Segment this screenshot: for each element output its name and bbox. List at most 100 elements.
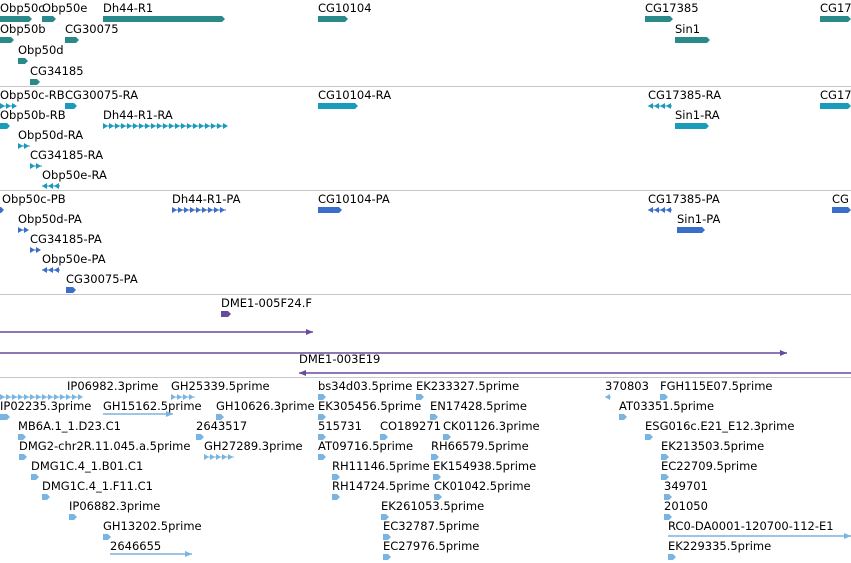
feature-glyph[interactable] xyxy=(103,411,173,417)
feature-glyph[interactable] xyxy=(221,311,231,317)
feature-label[interactable]: DMG1C.4_1.B01.C1 xyxy=(31,459,144,473)
feature-label[interactable]: ESG016c.E21_E12.3prime xyxy=(645,419,795,433)
feature-label[interactable]: Dh44-R1-RA xyxy=(103,108,173,122)
feature-label[interactable]: EK261053.5prime xyxy=(381,499,485,513)
feature-glyph[interactable] xyxy=(0,103,17,109)
feature-glyph[interactable] xyxy=(664,494,672,500)
feature-glyph[interactable] xyxy=(668,554,676,560)
feature-label[interactable]: Sin1 xyxy=(675,22,701,36)
feature-label[interactable]: AT03351.5prime xyxy=(619,399,715,413)
feature-label[interactable]: FGH115E07.5prime xyxy=(660,379,773,393)
feature-glyph[interactable] xyxy=(661,454,669,460)
feature-label[interactable]: EC32787.5prime xyxy=(383,519,480,533)
feature-glyph[interactable] xyxy=(645,434,653,440)
feature-label[interactable]: CG17 xyxy=(820,88,851,102)
feature-label[interactable]: CG17385-RA xyxy=(648,88,722,102)
feature-glyph[interactable] xyxy=(103,534,111,540)
feature-label[interactable]: AT09716.5prime xyxy=(318,439,414,453)
feature-glyph[interactable] xyxy=(648,207,672,213)
feature-label[interactable]: Obp50e-PA xyxy=(42,252,106,266)
feature-label[interactable]: CG17 xyxy=(820,1,851,15)
feature-label[interactable]: EC27976.5prime xyxy=(383,539,480,553)
feature-glyph[interactable] xyxy=(69,514,77,520)
feature-label[interactable]: 201050 xyxy=(664,499,708,513)
feature-glyph[interactable] xyxy=(42,494,50,500)
feature-label[interactable]: CG10104-RA xyxy=(318,88,392,102)
feature-glyph[interactable] xyxy=(430,414,438,420)
feature-label[interactable]: CK01042.5prime xyxy=(434,479,531,493)
feature-label[interactable]: 2643517 xyxy=(196,419,248,433)
feature-glyph[interactable] xyxy=(318,103,358,109)
feature-label[interactable]: CG34185 xyxy=(30,64,84,78)
feature-label[interactable]: CG17385-PA xyxy=(648,192,720,206)
feature-glyph[interactable] xyxy=(299,370,851,376)
feature-glyph[interactable] xyxy=(318,414,326,420)
feature-glyph[interactable] xyxy=(619,414,627,420)
feature-glyph[interactable] xyxy=(443,434,451,440)
feature-glyph[interactable] xyxy=(0,329,313,335)
feature-glyph[interactable] xyxy=(318,454,326,460)
feature-glyph[interactable] xyxy=(31,474,39,480)
feature-label[interactable]: CG10104-PA xyxy=(318,192,390,206)
feature-label[interactable]: Dh44-R1 xyxy=(103,1,154,15)
feature-glyph[interactable] xyxy=(216,414,224,420)
feature-label[interactable]: Sin1-RA xyxy=(675,108,720,122)
feature-label[interactable]: EK154938.5prime xyxy=(433,459,537,473)
feature-label[interactable]: CG xyxy=(832,192,849,206)
feature-label[interactable]: EK229335.5prime xyxy=(668,539,772,553)
feature-label[interactable]: CG17385 xyxy=(645,1,699,15)
feature-label[interactable]: GH25339.5prime xyxy=(171,379,270,393)
feature-label[interactable]: Dh44-R1-PA xyxy=(172,192,241,206)
feature-label[interactable]: DMG1C.4_1.F11.C1 xyxy=(42,479,153,493)
feature-glyph[interactable] xyxy=(318,16,348,22)
feature-glyph[interactable] xyxy=(171,394,195,400)
feature-label[interactable]: CG30075-PA xyxy=(66,272,138,286)
feature-label[interactable]: 370803 xyxy=(605,379,649,393)
feature-glyph[interactable] xyxy=(66,287,76,293)
feature-label[interactable]: CG30075 xyxy=(65,22,119,36)
feature-glyph[interactable] xyxy=(0,16,32,22)
feature-label[interactable]: IP06982.3prime xyxy=(67,379,159,393)
feature-glyph[interactable] xyxy=(383,534,391,540)
feature-glyph[interactable] xyxy=(832,207,851,213)
feature-label[interactable]: RH66579.5prime xyxy=(431,439,529,453)
feature-glyph[interactable] xyxy=(0,37,14,43)
feature-glyph[interactable] xyxy=(664,514,672,520)
feature-glyph[interactable] xyxy=(645,16,673,22)
feature-glyph[interactable] xyxy=(820,16,851,22)
feature-label[interactable]: CG30075-RA xyxy=(65,88,139,102)
feature-label[interactable]: Obp50b-RB xyxy=(0,108,66,122)
feature-label[interactable]: Obp50e xyxy=(42,1,88,15)
feature-glyph[interactable] xyxy=(18,143,30,149)
feature-label[interactable]: 349701 xyxy=(664,479,708,493)
feature-glyph[interactable] xyxy=(172,207,226,213)
feature-label[interactable]: DME1-005F24.F xyxy=(221,296,312,310)
feature-label[interactable]: Obp50d xyxy=(18,43,64,57)
feature-glyph[interactable] xyxy=(675,123,709,129)
feature-glyph[interactable] xyxy=(110,551,192,557)
feature-label[interactable]: CG34185-PA xyxy=(30,232,102,246)
feature-label[interactable]: EK213503.5prime xyxy=(661,439,765,453)
feature-label[interactable]: EK305456.5prime xyxy=(318,399,422,413)
feature-label[interactable]: EN17428.5prime xyxy=(430,399,527,413)
feature-label[interactable]: Obp50e-RA xyxy=(42,168,107,182)
feature-glyph[interactable] xyxy=(820,103,851,109)
feature-glyph[interactable] xyxy=(380,434,388,440)
feature-label[interactable]: EC22709.5prime xyxy=(661,459,758,473)
feature-label[interactable]: CG10104 xyxy=(318,1,372,15)
feature-glyph[interactable] xyxy=(433,474,441,480)
feature-glyph[interactable] xyxy=(42,267,60,273)
feature-label[interactable]: 2646655 xyxy=(110,539,162,553)
feature-glyph[interactable] xyxy=(103,16,225,22)
feature-glyph[interactable] xyxy=(332,494,340,500)
feature-label[interactable]: RC0-DA0001-120700-112-E1 xyxy=(668,519,834,533)
feature-label[interactable]: 515731 xyxy=(318,419,362,433)
feature-label[interactable]: GH27289.3prime xyxy=(204,439,303,453)
feature-glyph[interactable] xyxy=(0,123,10,129)
feature-glyph[interactable] xyxy=(0,394,83,400)
feature-label[interactable]: IP02235.3prime xyxy=(0,399,92,413)
feature-glyph[interactable] xyxy=(661,474,669,480)
feature-label[interactable]: Obp50b xyxy=(0,22,46,36)
feature-glyph[interactable] xyxy=(204,454,234,460)
feature-glyph[interactable] xyxy=(416,394,424,400)
